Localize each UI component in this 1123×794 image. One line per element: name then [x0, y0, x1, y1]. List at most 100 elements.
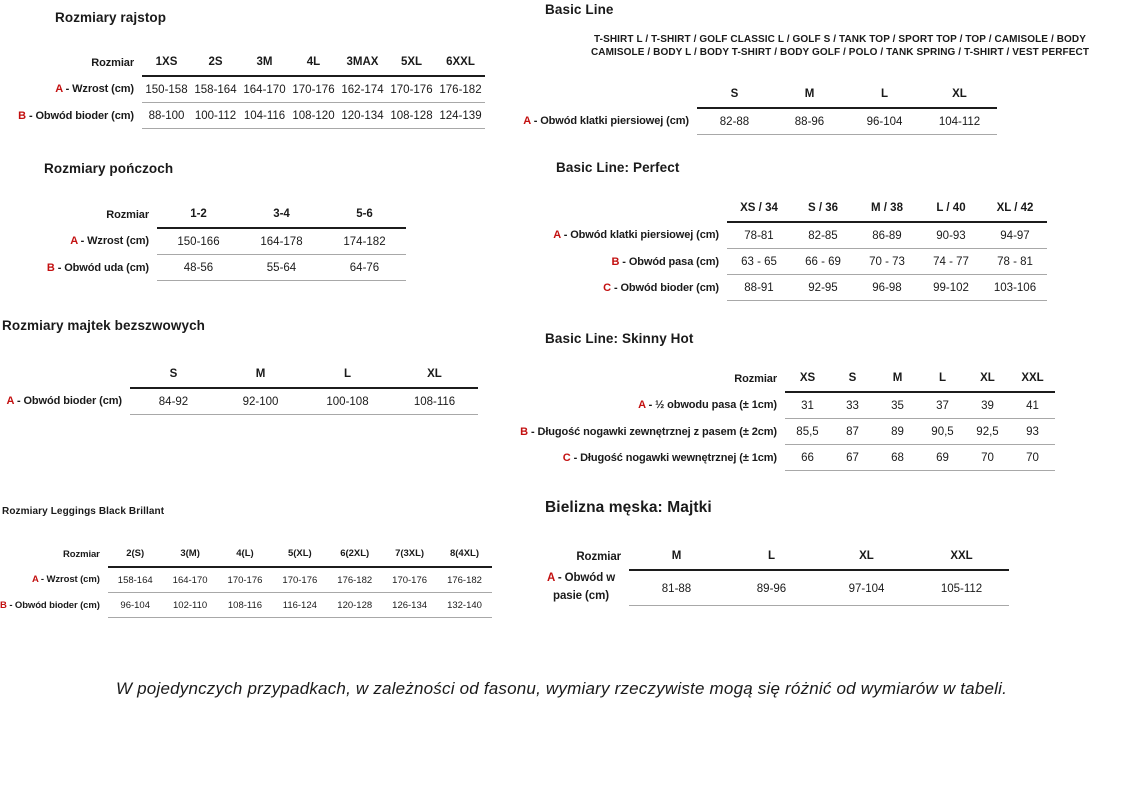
row-label-text: - Obwód uda (cm) [57, 261, 149, 274]
cell-value: 82-88 [697, 108, 772, 135]
column-header: S [130, 364, 217, 389]
column-header: XS [785, 368, 830, 393]
table-row: A - Wzrost (cm) 150-166 164-178 174-182 [47, 228, 406, 255]
cell-value: 96-104 [847, 108, 922, 135]
cell-value: 37 [920, 392, 965, 419]
row-label: A - Obwód w pasie (cm) [541, 570, 629, 606]
section-title-leggings: Rozmiary Leggings Black Brillant [2, 506, 165, 517]
cell-value: 93 [1010, 418, 1055, 445]
cell-value: 108-120 [289, 102, 338, 129]
column-header: 5XL [387, 52, 436, 77]
column-header: L [724, 546, 819, 571]
measure-letter: B [18, 109, 26, 122]
cell-value: 92-95 [791, 274, 855, 301]
cell-value: 63 - 65 [727, 248, 791, 275]
cell-value: 70 [1010, 444, 1055, 471]
table-header-row: Rozmiar 1-2 3-4 5-6 [47, 204, 406, 229]
corner-label [7, 364, 130, 388]
row-label: C - Obwód bioder (cm) [553, 275, 727, 301]
measure-letter: B [611, 255, 620, 268]
column-header: 2S [191, 52, 240, 77]
cell-value: 104-116 [240, 102, 289, 129]
cell-value: 68 [875, 444, 920, 471]
cell-value: 88-100 [142, 102, 191, 129]
cell-value: 170-176 [382, 567, 438, 593]
column-header: 3(M) [162, 544, 218, 568]
cell-value: 41 [1010, 392, 1055, 419]
table-header-row: Rozmiar M L XL XXL [541, 546, 1009, 571]
size-table-majtki-bezszwowe: S M L XL A - Obwód bioder (cm) 84-92 92-100 100… [7, 364, 478, 415]
cell-value: 82-85 [791, 222, 855, 249]
cell-value: 92-100 [217, 388, 304, 415]
footer-disclaimer: W pojedynczych przypadkach, w zależności… [115, 679, 1008, 698]
row-label: A - Wzrost (cm) [18, 76, 142, 103]
cell-value: 176-182 [327, 567, 383, 593]
cell-value: 120-134 [338, 102, 387, 129]
size-table-ponczochy: Rozmiar 1-2 3-4 5-6 A - Wzrost (cm) 150-166 16… [47, 204, 406, 281]
column-header: L [920, 368, 965, 393]
cell-value: 55-64 [240, 254, 323, 281]
cell-value: 39 [965, 392, 1010, 419]
row-label-text: - Długość nogawki wewnętrznej (± 1cm) [573, 451, 778, 464]
cell-value: 164-178 [240, 228, 323, 255]
cell-value: 67 [830, 444, 875, 471]
table-row: B - Obwód uda (cm) 48-56 55-64 64-76 [46, 254, 406, 281]
cell-value: 132-140 [437, 592, 492, 618]
section-title-bielizna-meska: Bielizna męska: Majtki [545, 499, 712, 516]
column-header: XL [391, 364, 478, 389]
column-header: XL [965, 368, 1010, 393]
column-header: XL [819, 546, 914, 571]
column-header: 6XXL [436, 52, 485, 77]
table-row: B - Obwód pasa (cm) 63 - 65 66 - 69 70 - 73… [553, 248, 1047, 275]
cell-value: 150-158 [142, 76, 191, 103]
corner-label [553, 198, 727, 222]
cell-value: 108-116 [391, 388, 478, 415]
measure-letter: B [46, 261, 55, 274]
column-header: M [875, 368, 920, 393]
row-label-text: - ½ obwodu pasa (± 1cm) [648, 399, 778, 412]
cell-value: 90-93 [919, 222, 983, 249]
corner-label: Rozmiar [734, 373, 777, 385]
table-header-row: Rozmiar XS S M L XL XXL [520, 368, 1055, 393]
cell-value: 176-182 [437, 567, 492, 593]
column-header: XL / 42 [983, 198, 1047, 223]
row-label-text: - Wzrost (cm) [80, 235, 149, 248]
cell-value: 170-176 [289, 76, 338, 103]
cell-value: 66 - 69 [791, 248, 855, 275]
measure-letter: C [562, 451, 571, 464]
column-header: 5-6 [323, 204, 406, 229]
table-row: A - Obwód klatki piersiowej (cm) 82-88 88-… [523, 108, 997, 135]
section-title-basic-line-perfect: Basic Line: Perfect [556, 160, 680, 175]
column-header: 8(4XL) [437, 544, 492, 568]
cell-value: 78 - 81 [983, 248, 1047, 275]
cell-value: 89-96 [724, 570, 819, 607]
cell-value: 33 [830, 392, 875, 419]
cell-value: 116-124 [272, 592, 328, 618]
row-label: B - Długość nogawki zewnętrznej z pasem … [520, 419, 785, 445]
measure-letter: A [638, 399, 646, 412]
cell-value: 100-112 [191, 102, 240, 129]
column-header: 1XS [142, 52, 191, 77]
table-row: B - Długość nogawki zewnętrznej z pasem … [520, 418, 1055, 445]
table-header-row: Rozmiar 2(S) 3(M) 4(L) 5(XL) 6(2XL) 7(3XL) 8(4X… [0, 544, 492, 568]
row-label-text: - Obwód pasa (cm) [622, 255, 719, 268]
row-label-text: - Wzrost (cm) [65, 83, 134, 96]
column-header: XL [922, 84, 997, 109]
cell-value: 150-166 [157, 228, 240, 255]
cell-value: 158-164 [107, 567, 163, 593]
corner-label: Rozmiar [106, 209, 149, 221]
size-table-basic-line-skinny-hot: Rozmiar XS S M L XL XXL A - ½ obwodu pasa (± 1c… [520, 368, 1055, 471]
cell-value: 170-176 [272, 567, 328, 593]
cell-value: 70 - 73 [855, 248, 919, 275]
column-header: 1-2 [157, 204, 240, 229]
column-header: 2(S) [107, 544, 163, 568]
cell-value: 174-182 [323, 228, 406, 255]
row-label: B - Obwód bioder (cm) [18, 103, 142, 129]
cell-value: 74 - 77 [919, 248, 983, 275]
size-table-leggings: Rozmiar 2(S) 3(M) 4(L) 5(XL) 6(2XL) 7(3XL) 8(4X… [0, 544, 492, 618]
column-header: XXL [914, 546, 1009, 571]
corner-label: Rozmiar [91, 57, 134, 69]
measure-letter: B [0, 599, 7, 611]
cell-value: 78-81 [727, 222, 791, 249]
